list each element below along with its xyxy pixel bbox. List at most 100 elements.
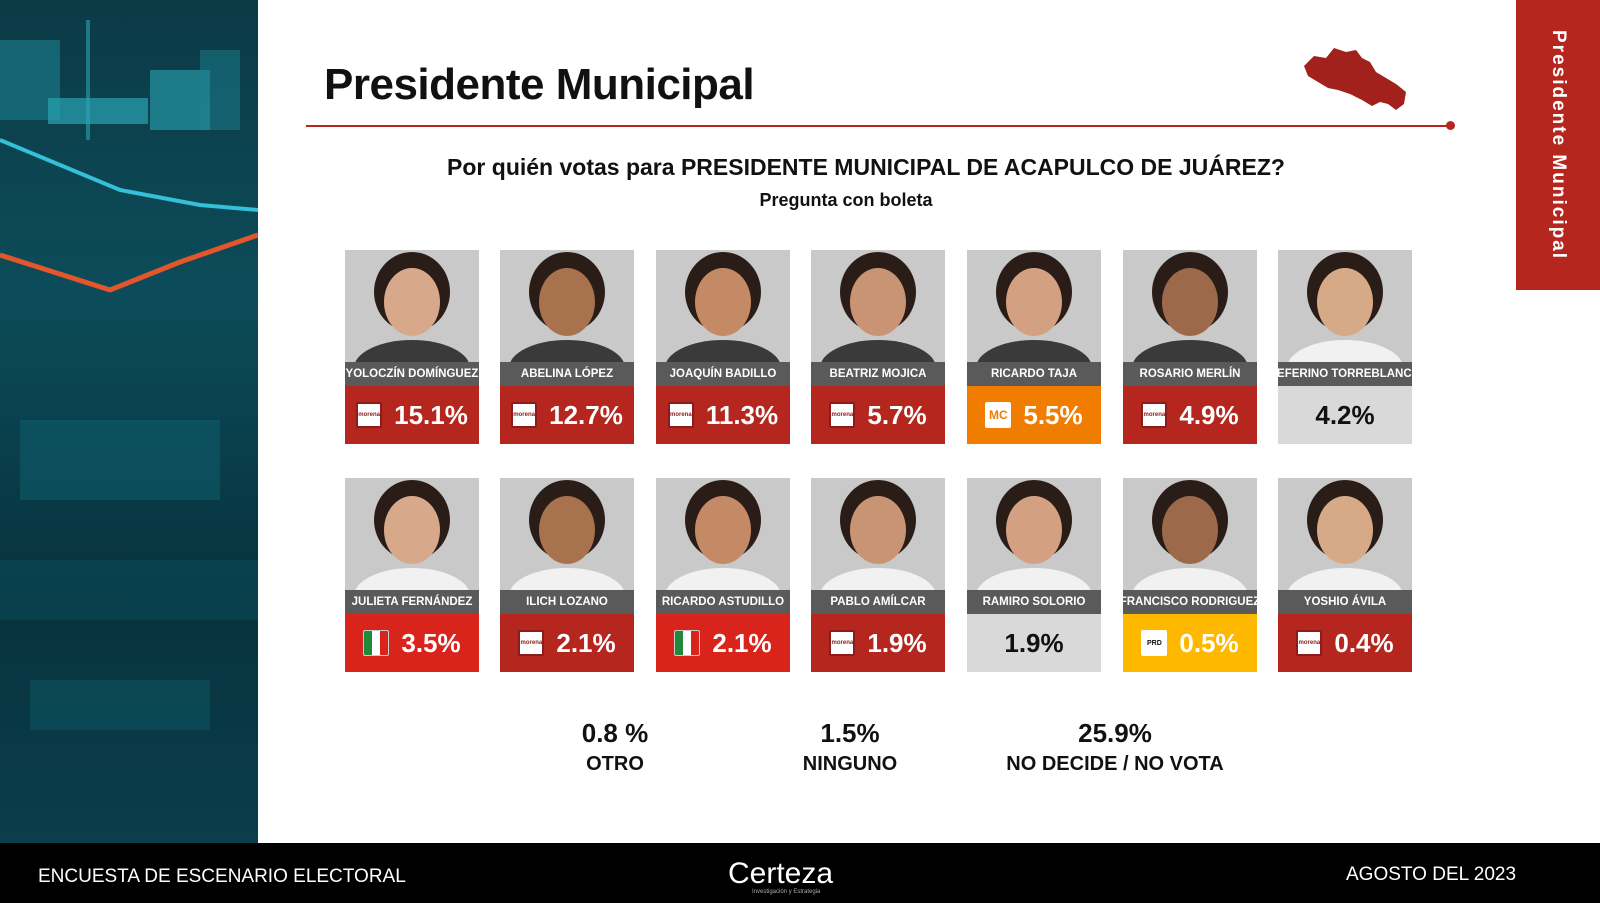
candidate-name: ABELINA LÓPEZ (500, 362, 634, 386)
morena-party-logo-icon: morena (829, 402, 856, 428)
candidate-name: ZEFERINO TORREBLANCA (1278, 362, 1412, 386)
candidate-percentage: 2.1% (556, 627, 616, 658)
survey-question-subtitle: Pregunta con boleta (759, 190, 933, 210)
portrait-silhouette (821, 252, 935, 362)
candidate-percentage: 15.1% (394, 399, 468, 430)
candidate-card: ILICH LOZANO morena 2.1% (500, 478, 634, 672)
candidate-percentage-box: morena 11.3% (656, 386, 790, 444)
candidate-photo (345, 478, 479, 590)
candidate-percentage-box: 1.9% (967, 614, 1101, 672)
candidate-photo (1123, 250, 1257, 362)
candidate-percentage-box: morena 15.1% (345, 386, 479, 444)
prd-party-logo-icon: PRD (1141, 630, 1168, 656)
candidate-photo (656, 478, 790, 590)
other-response-value: 1.5% (820, 718, 880, 748)
portrait-silhouette (1288, 480, 1402, 590)
candidate-percentage-box: morena 12.7% (500, 386, 634, 444)
portrait-silhouette (1133, 252, 1247, 362)
candidate-percentage-box: PRD 0.5% (1123, 614, 1257, 672)
candidate-percentage: 5.7% (867, 399, 927, 430)
footer-bar (0, 843, 1600, 903)
candidate-percentage: 11.3% (705, 399, 779, 430)
morena-party-logo-icon: morena (829, 630, 856, 656)
decorative-chart-graphic (0, 20, 258, 730)
candidate-photo (500, 478, 634, 590)
portrait-silhouette (821, 480, 935, 590)
candidate-card: BEATRIZ MOJICA morena 5.7% (811, 250, 945, 444)
candidate-percentage: 12.7% (549, 399, 623, 430)
other-response-label: NO DECIDE / NO VOTA (1006, 753, 1224, 775)
candidate-percentage-box: morena 5.7% (811, 386, 945, 444)
candidate-name: JULIETA FERNÁNDEZ (345, 590, 479, 614)
candidate-percentage: 0.4% (1334, 627, 1394, 658)
candidate-name: JOAQUÍN BADILLO (656, 362, 790, 386)
candidate-name: YOLOCZÍN DOMÍNGUEZ (345, 362, 479, 386)
guerrero-map-icon (1304, 48, 1406, 110)
portrait-silhouette (510, 252, 624, 362)
other-response-value: 25.9% (1078, 718, 1152, 748)
candidate-photo (967, 478, 1101, 590)
other-response-label: OTRO (586, 753, 644, 775)
candidate-card: RICARDO TAJA MC 5.5% (967, 250, 1101, 444)
candidate-name: RICARDO ASTUDILLO (656, 590, 790, 614)
portrait-silhouette (977, 480, 1091, 590)
other-response-label: NINGUNO (802, 753, 898, 775)
morena-party-logo-icon: morena (1296, 630, 1323, 656)
brand-logo: Certeza (728, 857, 834, 890)
survey-question: Por quién votas para PRESIDENTE MUNICIPA… (447, 154, 1285, 180)
portrait-silhouette (355, 480, 469, 590)
pri-party-logo-icon (674, 630, 701, 656)
candidate-photo (345, 250, 479, 362)
candidate-card: ABELINA LÓPEZ morena 12.7% (500, 250, 634, 444)
section-tab-label: Presidente Municipal (1548, 29, 1569, 261)
candidate-card: ROSARIO MERLÍN morena 4.9% (1123, 250, 1257, 444)
candidate-photo (1278, 478, 1412, 590)
candidate-name: PABLO AMÍLCAR (811, 590, 945, 614)
candidate-card: JOAQUÍN BADILLO morena 11.3% (656, 250, 790, 444)
candidate-card: RAMIRO SOLORIO 1.9% (967, 478, 1101, 672)
candidate-percentage-box: MC 5.5% (967, 386, 1101, 444)
candidate-percentage-box: morena 4.9% (1123, 386, 1257, 444)
candidate-percentage: 1.9% (867, 627, 927, 658)
candidate-percentage-box: 4.2% (1278, 386, 1412, 444)
candidate-name: YOSHIO ÁVILA (1278, 590, 1412, 614)
candidate-percentage-box: 2.1% (656, 614, 790, 672)
mc-party-logo-icon: MC (985, 402, 1012, 428)
portrait-silhouette (666, 252, 780, 362)
candidate-name: RAMIRO SOLORIO (967, 590, 1101, 614)
morena-party-logo-icon: morena (1141, 402, 1168, 428)
candidate-percentage: 5.5% (1023, 399, 1083, 430)
other-response-item: 25.9% NO DECIDE / NO VOTA (1000, 718, 1230, 776)
footer-date: AGOSTO DEL 2023 (1346, 864, 1517, 885)
candidate-card: RICARDO ASTUDILLO 2.1% (656, 478, 790, 672)
divider-end-dot (1446, 121, 1455, 130)
candidate-name: FRANCISCO RODRIGUEZ (1123, 590, 1257, 614)
other-response-item: 0.8 % OTRO (560, 718, 670, 776)
portrait-silhouette (355, 252, 469, 362)
morena-party-logo-icon: morena (356, 402, 383, 428)
candidate-name: ROSARIO MERLÍN (1123, 362, 1257, 386)
candidate-name: RICARDO TAJA (967, 362, 1101, 386)
candidate-percentage: 1.9% (1004, 627, 1064, 658)
candidate-photo (1278, 250, 1412, 362)
candidate-card: FRANCISCO RODRIGUEZ PRD 0.5% (1123, 478, 1257, 672)
candidate-percentage: 4.9% (1179, 399, 1239, 430)
title-divider (306, 125, 1452, 127)
candidate-photo (1123, 478, 1257, 590)
portrait-silhouette (1133, 480, 1247, 590)
other-response-item: 1.5% NINGUNO (790, 718, 910, 776)
candidate-name: BEATRIZ MOJICA (811, 362, 945, 386)
candidate-card: YOLOCZÍN DOMÍNGUEZ morena 15.1% (345, 250, 479, 444)
portrait-silhouette (666, 480, 780, 590)
candidate-percentage-box: morena 0.4% (1278, 614, 1412, 672)
morena-party-logo-icon: morena (518, 630, 545, 656)
portrait-silhouette (977, 252, 1091, 362)
page-title: Presidente Municipal (324, 60, 755, 109)
candidate-percentage: 0.5% (1179, 627, 1239, 658)
portrait-silhouette (510, 480, 624, 590)
morena-party-logo-icon: morena (511, 402, 538, 428)
brand-tagline: Investigación y Estrategia (752, 889, 821, 895)
candidate-card: YOSHIO ÁVILA morena 0.4% (1278, 478, 1412, 672)
candidate-percentage: 4.2% (1315, 399, 1375, 430)
candidate-photo (967, 250, 1101, 362)
